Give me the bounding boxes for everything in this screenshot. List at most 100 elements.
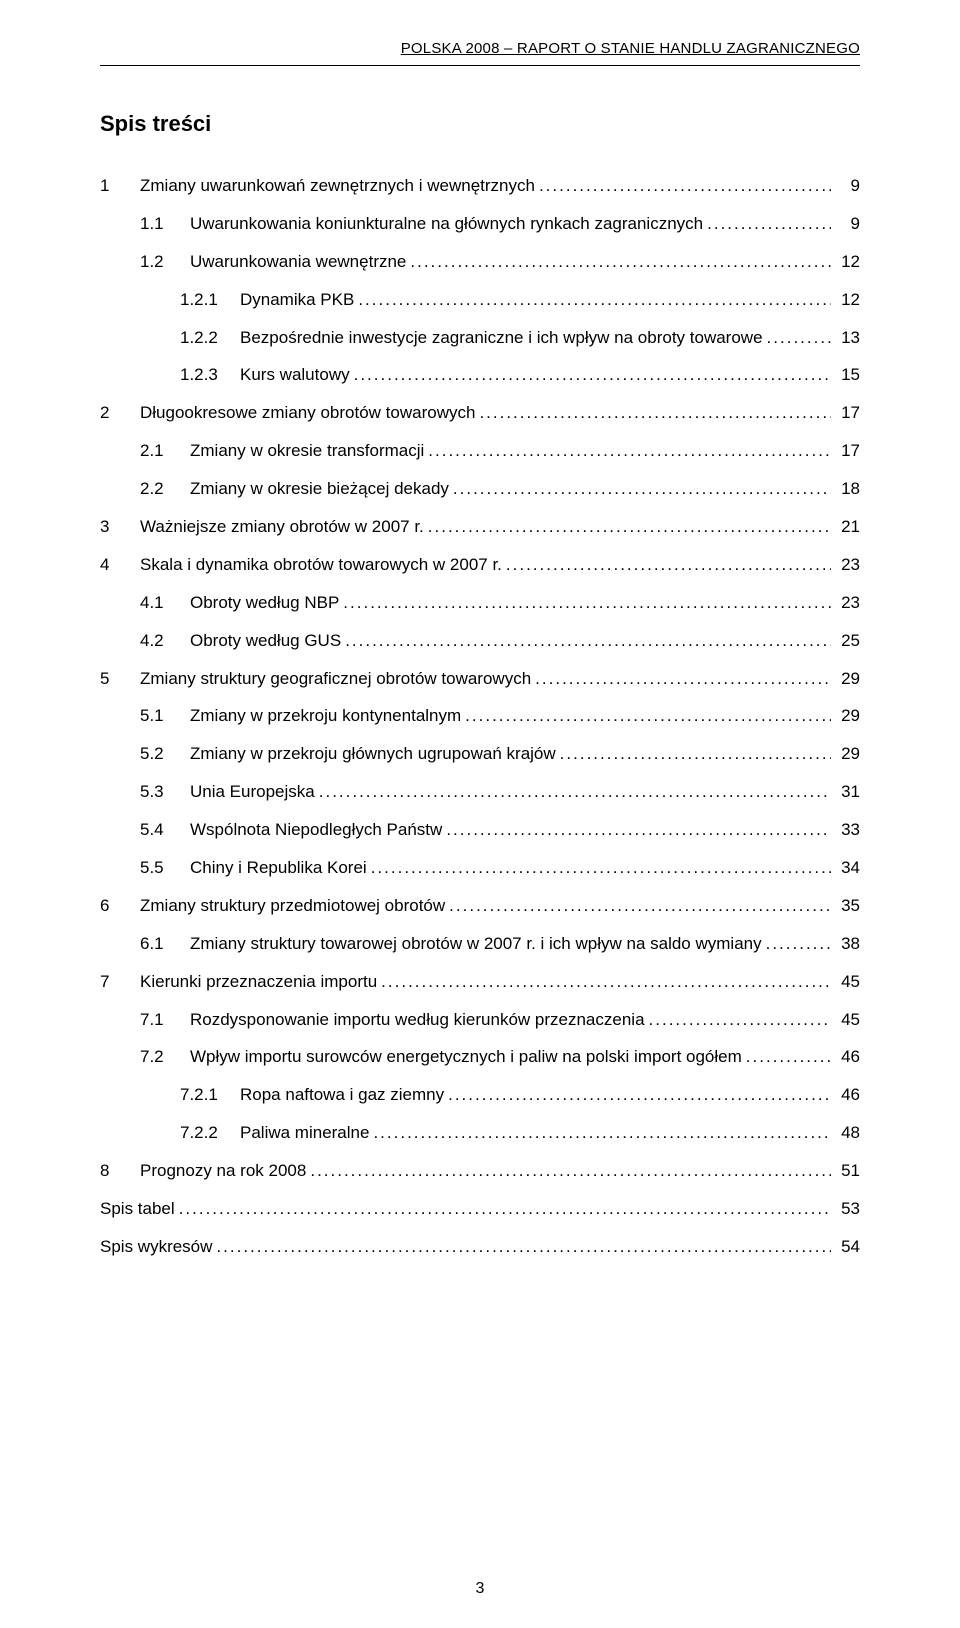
toc-entry-leader [453,475,831,504]
toc-entry-number: 1.1 [140,210,190,239]
header-divider [100,65,860,66]
toc-entry-number: 5.2 [140,740,190,769]
toc-entry-leader [354,361,831,390]
toc-entry-leader [410,248,831,277]
toc-entry-number: 4.1 [140,589,190,618]
toc-entry: 6.1Zmiany struktury towarowej obrotów w … [100,930,860,959]
toc-entry-text: Zmiany w okresie bieżącej dekady [190,475,449,504]
toc-entry-text: Zmiany uwarunkowań zewnętrznych i wewnęt… [140,172,535,201]
toc-entry-page: 12 [835,248,860,277]
toc-entry-number: 1 [100,172,140,201]
toc-entry: 7.1Rozdysponowanie importu według kierun… [100,1006,860,1035]
toc-entry-text: Wpływ importu surowców energetycznych i … [190,1043,742,1072]
toc-entry: 5.3Unia Europejska31 [100,778,860,807]
toc-entry-leader [449,892,831,921]
toc-entry: 4.1Obroty według NBP 23 [100,589,860,618]
toc-entry-page: 29 [835,740,860,769]
toc-entry-page: 15 [835,361,860,390]
toc-entry-text: Chiny i Republika Korei [190,854,367,883]
toc-entry-leader [358,286,831,315]
toc-entry-page: 46 [835,1043,860,1072]
toc-entry-text: Skala i dynamika obrotów towarowych w 20… [140,551,502,580]
toc-entry-page: 9 [835,210,860,239]
toc-entry-leader [767,324,831,353]
toc-entry-text: Obroty według NBP [190,589,339,618]
toc-entry-leader [343,589,831,618]
toc-entry-text: Prognozy na rok 2008 [140,1157,306,1186]
toc-entry: 2.2Zmiany w okresie bieżącej dekady 18 [100,475,860,504]
toc-entry-text: Paliwa mineralne [240,1119,369,1148]
toc-entry-page: 34 [835,854,860,883]
toc-entry-number: 8 [100,1157,140,1186]
toc-entry-leader [448,1081,831,1110]
toc-entry-text: Spis wykresów [100,1233,212,1262]
toc-entry-number: 5.1 [140,702,190,731]
toc-entry: 2Długookresowe zmiany obrotów towarowych… [100,399,860,428]
document-header: POLSKA 2008 – RAPORT O STANIE HANDLU ZAG… [100,40,860,57]
toc-entry-page: 54 [835,1233,860,1262]
toc-entry-page: 23 [835,589,860,618]
toc-entry: 7Kierunki przeznaczenia importu45 [100,968,860,997]
toc-entry-page: 38 [835,930,860,959]
toc-entry: 7.2Wpływ importu surowców energetycznych… [100,1043,860,1072]
toc-entry-number: 2 [100,399,140,428]
toc-entry-text: Zmiany struktury towarowej obrotów w 200… [190,930,762,959]
toc-entry-page: 18 [835,475,860,504]
toc-entry: 1.2.3Kurs walutowy15 [100,361,860,390]
toc-entry-leader [216,1233,831,1262]
toc-entry-number: 6 [100,892,140,921]
toc-entry-page: 9 [835,172,860,201]
toc-entry: 1.2Uwarunkowania wewnętrzne12 [100,248,860,277]
toc-entry-page: 13 [835,324,860,353]
toc-entry: 5Zmiany struktury geograficznej obrotów … [100,665,860,694]
toc-entry-leader [649,1006,831,1035]
toc-entry-text: Wspólnota Niepodległych Państw [190,816,442,845]
toc-entry-leader [535,665,831,694]
toc-entry-page: 23 [835,551,860,580]
toc-entry-page: 51 [835,1157,860,1186]
toc-entry-text: Zmiany w przekroju kontynentalnym [190,702,461,731]
toc-entry-page: 25 [835,627,860,656]
toc-entry-number: 7.2 [140,1043,190,1072]
toc-entry: 1.1Uwarunkowania koniunkturalne na główn… [100,210,860,239]
toc-entry-leader [381,968,831,997]
toc-entry: 3Ważniejsze zmiany obrotów w 2007 r.21 [100,513,860,542]
toc-entry-number: 6.1 [140,930,190,959]
toc-entry-leader [766,930,831,959]
toc-entry-leader [428,513,831,542]
toc-entry-text: Zmiany w przekroju głównych ugrupowań kr… [190,740,556,769]
toc-entry-page: 46 [835,1081,860,1110]
toc-entry-number: 5.4 [140,816,190,845]
toc-entry-leader [560,740,831,769]
toc-entry-leader [479,399,831,428]
page-number: 3 [0,1580,960,1598]
toc-entry-text: Unia Europejska [190,778,315,807]
toc-entry-number: 2.1 [140,437,190,466]
toc-entry-text: Ropa naftowa i gaz ziemny [240,1081,444,1110]
toc-entry-text: Zmiany w okresie transformacji [190,437,424,466]
toc-entry: 1.2.1Dynamika PKB12 [100,286,860,315]
toc-entry-number: 7.2.1 [180,1081,240,1110]
toc-entry-number: 5.5 [140,854,190,883]
toc-entry-number: 1.2.3 [180,361,240,390]
toc-entry: 4.2Obroty według GUS25 [100,627,860,656]
toc-entry-page: 45 [835,1006,860,1035]
toc-entry-leader [465,702,831,731]
toc-entry-text: Kierunki przeznaczenia importu [140,968,377,997]
toc-entry-page: 31 [835,778,860,807]
toc-entry: 7.2.1Ropa naftowa i gaz ziemny 46 [100,1081,860,1110]
toc-entry: 2.1Zmiany w okresie transformacji 17 [100,437,860,466]
toc-entry-number: 7.2.2 [180,1119,240,1148]
toc-entry-number: 4.2 [140,627,190,656]
toc-entry: 1Zmiany uwarunkowań zewnętrznych i wewnę… [100,172,860,201]
toc-entry-text: Ważniejsze zmiany obrotów w 2007 r. [140,513,424,542]
toc-entry-text: Zmiany struktury przedmiotowej obrotów [140,892,445,921]
toc-entry-leader [446,816,831,845]
toc-entry-text: Rozdysponowanie importu według kierunków… [190,1006,645,1035]
toc-entry-number: 7.1 [140,1006,190,1035]
toc-entry-page: 17 [835,437,860,466]
toc-entry: Spis wykresów 54 [100,1233,860,1262]
toc-entry-leader [373,1119,831,1148]
toc-entry-leader [310,1157,831,1186]
toc-entry-number: 2.2 [140,475,190,504]
